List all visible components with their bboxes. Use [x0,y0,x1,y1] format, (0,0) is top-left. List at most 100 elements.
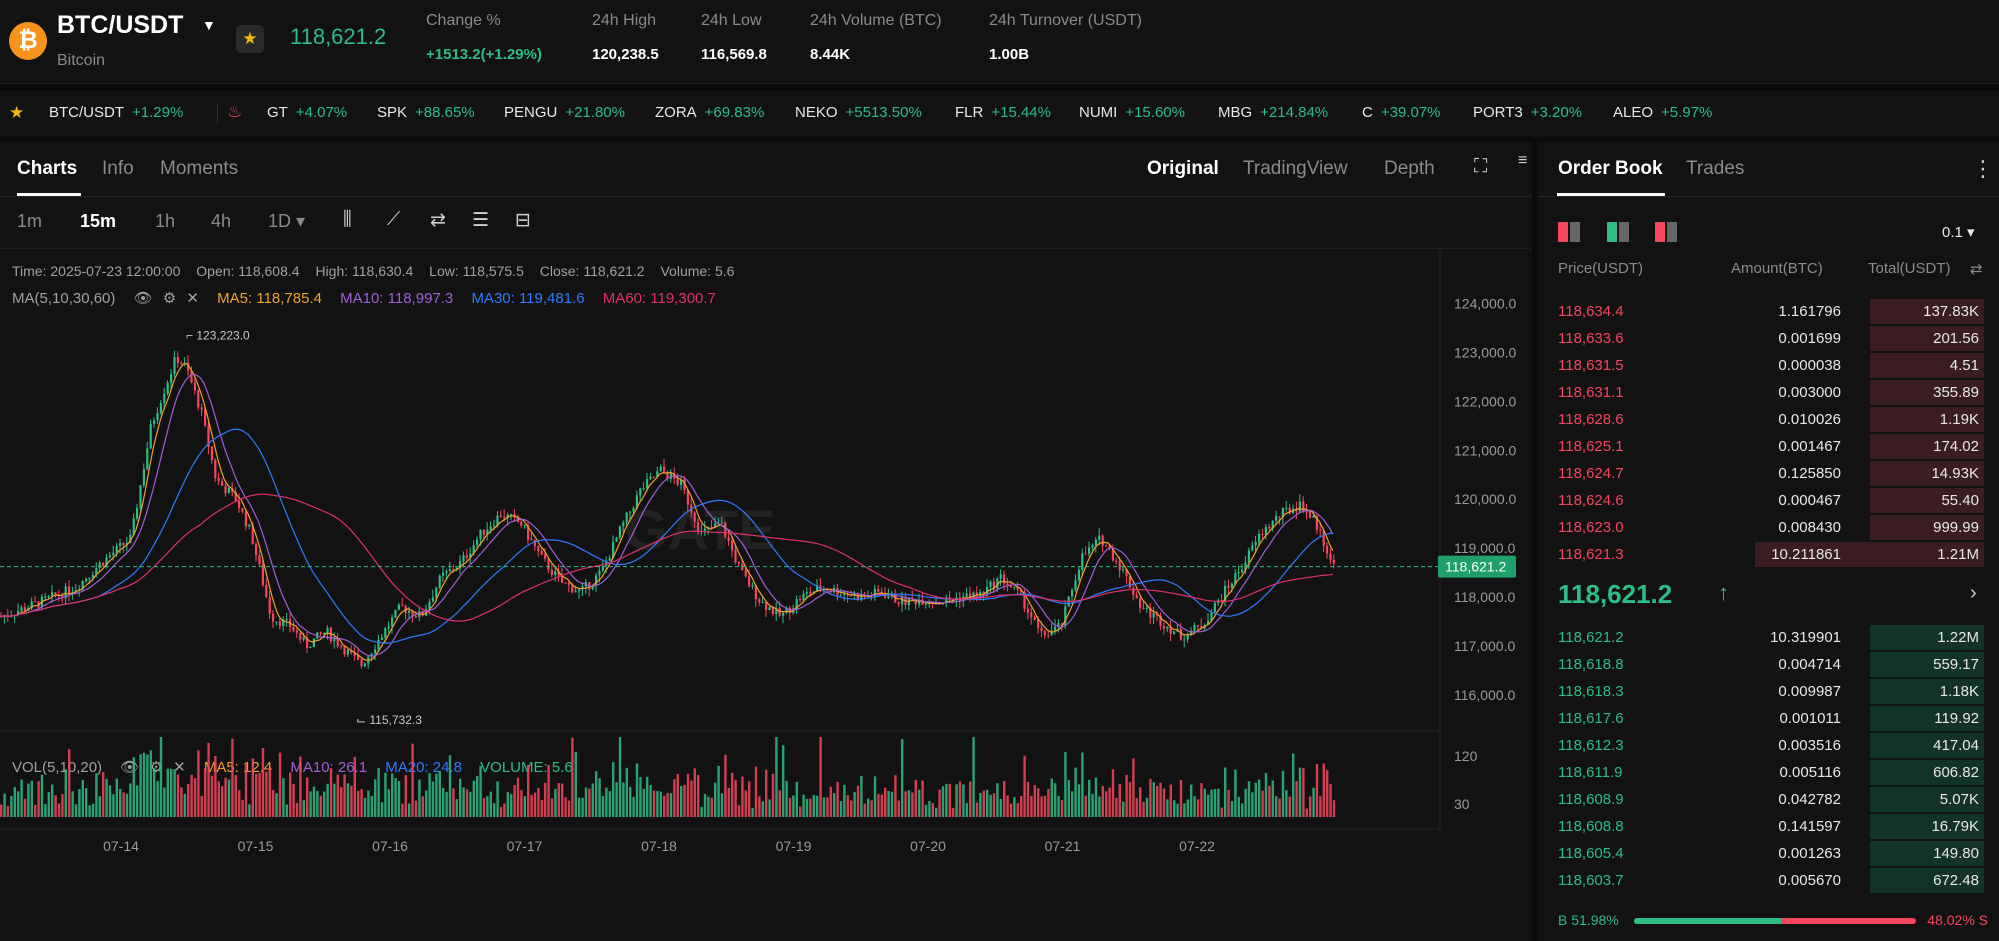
ticker-item[interactable]: PORT3 +3.20% [1473,104,1582,121]
tab-charts[interactable]: Charts [17,158,78,179]
stat-value: 1.00B [989,46,1030,63]
ask-row[interactable]: 118,631.5 0.000038 4.51 [1538,352,1999,379]
tab-moments[interactable]: Moments [160,158,239,179]
volume-bar [44,803,47,817]
close-icon[interactable]: ✕ [186,290,199,307]
tab-info[interactable]: Info [102,158,134,179]
close-icon[interactable]: ✕ [173,759,186,776]
pair-title[interactable]: BTC/USDT [57,11,184,39]
candle-body [486,529,489,535]
price-chart[interactable]: GATE 124,000.0 123,000.0 122,000.0 121,000.0… [0,249,1532,941]
volume-bar [61,794,64,817]
info-volume: Volume: 5.6 [660,263,735,279]
ticker-item[interactable]: SPK +88.65% [377,104,475,121]
ticker-item[interactable]: C +39.07% [1362,104,1440,121]
ask-price: 118,621.3 [1558,546,1624,563]
bid-price: 118,608.8 [1558,818,1624,835]
ask-row[interactable]: 118,623.0 0.008430 999.99 [1538,514,1999,541]
view-bids-icon[interactable] [1607,222,1631,242]
bid-row[interactable]: 118,618.3 0.009987 1.18K [1538,678,1999,705]
candle-type-icon[interactable]: ⫼ [343,209,352,230]
settings-icon[interactable]: ⚙ [149,759,163,776]
ask-row[interactable]: 118,624.6 0.000467 55.40 [1538,487,1999,514]
volume-bar [843,784,846,817]
volume-bar [785,780,788,817]
toggle-total-icon[interactable]: ⇄ [1970,261,1983,278]
bid-row[interactable]: 118,603.7 0.005670 672.48 [1538,867,1999,894]
view-both-icon[interactable] [1558,222,1582,242]
bid-total: 559.17 [1933,656,1979,673]
tab-order-book[interactable]: Order Book [1558,158,1663,179]
candle-body [795,599,798,609]
interval-1h[interactable]: 1h [155,211,176,231]
view-original[interactable]: Original [1147,158,1219,179]
candle-body [1040,627,1043,632]
bid-row[interactable]: 118,608.9 0.042782 5.07K [1538,786,1999,813]
ticker-item[interactable]: NEKO +5513.50% [795,104,922,121]
bid-row[interactable]: 118,621.2 10.319901 1.22M [1538,624,1999,651]
bid-row[interactable]: 118,612.3 0.003516 417.04 [1538,732,1999,759]
eye-icon[interactable]: 👁 [133,290,153,307]
interval-1d-dropdown[interactable]: 1D ▾ [268,211,306,231]
pair-dropdown-caret-icon[interactable]: ▼ [202,17,216,33]
bid-row[interactable]: 118,618.8 0.004714 559.17 [1538,651,1999,678]
tab-trades[interactable]: Trades [1686,158,1745,179]
bid-row[interactable]: 118,611.9 0.005116 606.82 [1538,759,1999,786]
interval-4h[interactable]: 4h [211,211,232,231]
view-depth[interactable]: Depth [1384,158,1435,179]
interval-1m[interactable]: 1m [17,211,43,231]
volume-bar [207,742,210,817]
chevron-right-icon[interactable]: › [1970,582,1977,604]
x-tick-label: 07-18 [641,838,677,854]
view-asks-icon[interactable] [1655,222,1679,242]
stat-value: 116,569.8 [701,46,767,63]
settings-list-icon[interactable]: ☰ [472,210,490,231]
bid-row[interactable]: 118,605.4 0.001263 149.80 [1538,840,1999,867]
volume-bar [176,774,180,817]
view-tradingview[interactable]: TradingView [1243,158,1348,179]
ticker-item[interactable]: PENGU +21.80% [504,104,625,121]
favorite-star-icon[interactable]: ★ [236,25,264,53]
volume-bar [163,787,166,817]
fullscreen-icon[interactable]: ⛶ [1474,156,1488,177]
interval-15m[interactable]: 15m [80,211,117,231]
ticker-item[interactable]: GT +4.07% [267,104,347,121]
ticker-item[interactable]: MBG +214.84% [1218,104,1328,121]
layout-icon[interactable]: ⊟ [515,210,531,231]
volume-bar [1298,767,1302,817]
ask-row[interactable]: 118,633.6 0.001699 201.56 [1538,325,1999,352]
bid-row[interactable]: 118,608.8 0.141597 16.79K [1538,813,1999,840]
ask-row[interactable]: 118,625.1 0.001467 174.02 [1538,433,1999,460]
candle-body [748,576,751,587]
ask-row[interactable]: 118,634.4 1.161796 137.83K [1538,298,1999,325]
ticker-item[interactable]: FLR +15.44% [955,104,1051,121]
candle-body [193,382,196,391]
ticker-item[interactable]: NUMI +15.60% [1079,104,1185,121]
indicator-icon[interactable]: ⟋ [387,209,401,230]
settings-icon[interactable]: ⚙ [162,290,177,307]
ticker-item[interactable]: ZORA +69.83% [655,104,764,121]
y-tick-label: 119,000.0 [1454,540,1515,556]
panel-menu-icon[interactable]: ≡ [1518,152,1528,169]
candle-body [214,460,217,479]
volume-bar [108,785,112,817]
ask-row[interactable]: 118,624.7 0.125850 14.93K [1538,460,1999,487]
bid-row[interactable]: 118,617.6 0.001011 119.92 [1538,705,1999,732]
candle-body [1224,585,1227,601]
ask-row[interactable]: 118,621.3 10.211861 1.21M [1538,541,1999,568]
ticker-item[interactable]: BTC/USDT +1.29% [49,104,183,121]
volume-bar [6,805,10,817]
ask-row[interactable]: 118,631.1 0.003000 355.89 [1538,379,1999,406]
candle-body [462,555,465,562]
candle-body [1006,583,1009,586]
ticker-change: +88.65% [415,104,475,121]
more-options-icon[interactable]: ⋮ [1972,156,1994,181]
ask-row[interactable]: 118,628.6 0.010026 1.19K [1538,406,1999,433]
bid-price: 118,617.6 [1558,710,1624,727]
ticker-item[interactable]: ALEO +5.97% [1613,104,1712,121]
candle-body [459,561,462,569]
candle-body [476,539,479,546]
candle-body [217,478,220,482]
compare-swap-icon[interactable]: ⇄ [430,210,446,231]
precision-select[interactable]: 0.1 ▾ [1942,224,1975,241]
